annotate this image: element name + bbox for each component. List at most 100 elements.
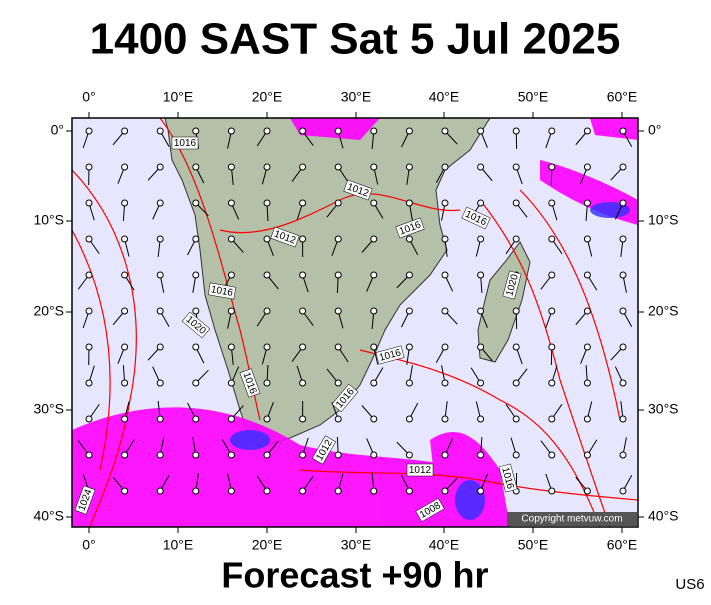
forecast-label: Forecast +90 hr (221, 555, 488, 596)
station (478, 236, 484, 242)
bottom-axis-label: 50°E (518, 537, 549, 553)
station (478, 272, 484, 278)
station (86, 344, 92, 350)
station (122, 236, 128, 242)
station (371, 488, 377, 494)
top-axis-label: 10°E (163, 89, 194, 105)
station (442, 380, 448, 386)
station (371, 200, 377, 206)
station (620, 380, 626, 386)
station (86, 380, 92, 386)
station (157, 416, 163, 422)
top-axis-label: 30°E (341, 89, 372, 105)
station (335, 344, 341, 350)
station (264, 164, 270, 170)
bottom-axis-label: 20°E (252, 537, 283, 553)
station (371, 452, 377, 458)
station (442, 128, 448, 134)
isobar-label-group: 1012 (407, 464, 433, 476)
station (300, 416, 306, 422)
station (371, 380, 377, 386)
station (513, 200, 519, 206)
station (620, 272, 626, 278)
bottom-axis-label: 10°E (163, 537, 194, 553)
right-axis-label: 10°S (648, 212, 679, 228)
station (406, 272, 412, 278)
station (371, 416, 377, 422)
station (442, 200, 448, 206)
station (549, 308, 555, 314)
left-axis-label: 20°S (33, 303, 64, 319)
station (620, 344, 626, 350)
station (442, 416, 448, 422)
station (549, 128, 555, 134)
station (584, 128, 590, 134)
station (584, 236, 590, 242)
station (442, 308, 448, 314)
station (478, 164, 484, 170)
station (157, 488, 163, 494)
station (300, 344, 306, 350)
station (86, 236, 92, 242)
station (300, 128, 306, 134)
station (406, 416, 412, 422)
station (406, 452, 412, 458)
station (371, 236, 377, 242)
station (335, 488, 341, 494)
station (193, 236, 199, 242)
station (264, 416, 270, 422)
station (620, 416, 626, 422)
top-axis-label: 50°E (518, 89, 549, 105)
station (228, 272, 234, 278)
station (442, 344, 448, 350)
station (442, 488, 448, 494)
station (478, 416, 484, 422)
station (406, 344, 412, 350)
station (549, 380, 555, 386)
station (122, 272, 128, 278)
station (157, 380, 163, 386)
station (513, 416, 519, 422)
station (86, 452, 92, 458)
station (513, 452, 519, 458)
station (371, 128, 377, 134)
station (300, 272, 306, 278)
station (228, 200, 234, 206)
station (228, 128, 234, 134)
station (371, 308, 377, 314)
station (193, 128, 199, 134)
station (406, 200, 412, 206)
station (157, 308, 163, 314)
station (264, 200, 270, 206)
station (584, 272, 590, 278)
station (86, 200, 92, 206)
top-axis-label: 60°E (607, 89, 638, 105)
station (193, 380, 199, 386)
station (478, 344, 484, 350)
bottom-axis-label: 40°E (429, 537, 460, 553)
station (122, 488, 128, 494)
station (584, 344, 590, 350)
station (584, 308, 590, 314)
station (406, 236, 412, 242)
bottom-axis-label: 0° (82, 537, 95, 553)
right-axis-label: 40°S (648, 508, 679, 524)
station (157, 452, 163, 458)
left-axis-label: 40°S (33, 508, 64, 524)
station (442, 452, 448, 458)
station (335, 236, 341, 242)
station (478, 200, 484, 206)
station (371, 272, 377, 278)
station (264, 236, 270, 242)
station (335, 272, 341, 278)
top-axis-label: 20°E (252, 89, 283, 105)
station (157, 200, 163, 206)
station (584, 488, 590, 494)
station (228, 236, 234, 242)
station (478, 128, 484, 134)
station (228, 488, 234, 494)
station (620, 452, 626, 458)
station (300, 380, 306, 386)
station (442, 272, 448, 278)
station (371, 164, 377, 170)
